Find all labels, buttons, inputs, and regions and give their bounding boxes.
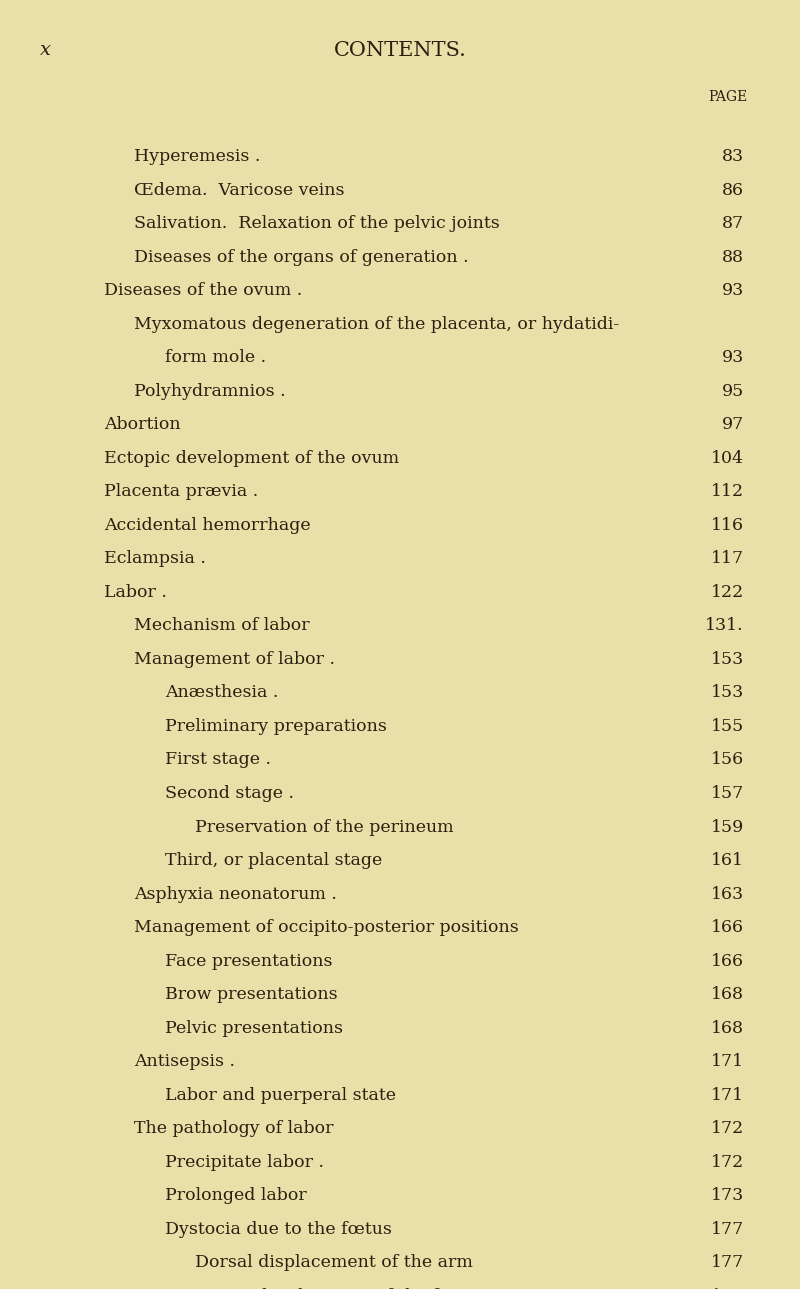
Text: 93: 93: [722, 282, 744, 299]
Text: 117: 117: [711, 550, 744, 567]
Text: 95: 95: [722, 383, 744, 400]
Text: 161: 161: [711, 852, 744, 869]
Text: PAGE: PAGE: [709, 90, 748, 104]
Text: 172: 172: [710, 1120, 744, 1137]
Text: 153: 153: [710, 684, 744, 701]
Text: 112: 112: [711, 483, 744, 500]
Text: Salivation.  Relaxation of the pelvic joints: Salivation. Relaxation of the pelvic joi…: [134, 215, 500, 232]
Text: Labor .: Labor .: [104, 584, 167, 601]
Text: Anæsthesia .: Anæsthesia .: [165, 684, 278, 701]
Text: Second stage .: Second stage .: [165, 785, 294, 802]
Text: 104: 104: [711, 450, 744, 467]
Text: 159: 159: [710, 819, 744, 835]
Text: First stage .: First stage .: [165, 751, 270, 768]
Text: Eclampsia .: Eclampsia .: [104, 550, 206, 567]
Text: Management of labor .: Management of labor .: [134, 651, 335, 668]
Text: 87: 87: [722, 215, 744, 232]
Text: Precipitate labor .: Precipitate labor .: [165, 1154, 324, 1170]
Text: 168: 168: [711, 1020, 744, 1036]
Text: 83: 83: [722, 148, 744, 165]
Text: 166: 166: [711, 919, 744, 936]
Text: CONTENTS.: CONTENTS.: [334, 41, 466, 61]
Text: Abortion: Abortion: [104, 416, 181, 433]
Text: 168: 168: [711, 986, 744, 1003]
Text: Asphyxia neonatorum .: Asphyxia neonatorum .: [134, 886, 338, 902]
Text: 86: 86: [722, 182, 744, 199]
Text: 157: 157: [710, 785, 744, 802]
Text: Mechanism of labor: Mechanism of labor: [134, 617, 310, 634]
Text: 177: 177: [710, 1221, 744, 1237]
Text: 156: 156: [711, 751, 744, 768]
Text: Prolonged labor: Prolonged labor: [165, 1187, 306, 1204]
Text: Management of occipito-posterior positions: Management of occipito-posterior positio…: [134, 919, 519, 936]
Text: 171: 171: [711, 1087, 744, 1103]
Text: 172: 172: [710, 1154, 744, 1170]
Text: Brow presentations: Brow presentations: [165, 986, 338, 1003]
Text: 166: 166: [711, 953, 744, 969]
Text: Hyperemesis .: Hyperemesis .: [134, 148, 261, 165]
Text: 163: 163: [711, 886, 744, 902]
Text: Myxomatous degeneration of the placenta, or hydatidi-: Myxomatous degeneration of the placenta,…: [134, 316, 620, 333]
Text: 153: 153: [710, 651, 744, 668]
Text: x: x: [40, 41, 51, 59]
Text: Labor and puerperal state: Labor and puerperal state: [165, 1087, 396, 1103]
Text: Ectopic development of the ovum: Ectopic development of the ovum: [104, 450, 399, 467]
Text: Dystocia due to the fœtus: Dystocia due to the fœtus: [165, 1221, 392, 1237]
Text: Dorsal displacement of the arm: Dorsal displacement of the arm: [195, 1254, 473, 1271]
Text: form mole .: form mole .: [165, 349, 266, 366]
Text: Polyhydramnios .: Polyhydramnios .: [134, 383, 286, 400]
Text: The pathology of labor: The pathology of labor: [134, 1120, 334, 1137]
Text: 155: 155: [710, 718, 744, 735]
Text: Diseases of the ovum .: Diseases of the ovum .: [104, 282, 302, 299]
Text: Accidental hemorrhage: Accidental hemorrhage: [104, 517, 310, 534]
Text: 88: 88: [722, 249, 744, 266]
Text: Antisepsis .: Antisepsis .: [134, 1053, 235, 1070]
Text: Diseases of the organs of generation .: Diseases of the organs of generation .: [134, 249, 469, 266]
Text: 93: 93: [722, 349, 744, 366]
Text: 131.: 131.: [706, 617, 744, 634]
Text: 116: 116: [711, 517, 744, 534]
Text: 171: 171: [711, 1053, 744, 1070]
Text: 97: 97: [722, 416, 744, 433]
Text: Œdema.  Varicose veins: Œdema. Varicose veins: [134, 182, 345, 199]
Text: Preservation of the perineum: Preservation of the perineum: [195, 819, 454, 835]
Text: Third, or placental stage: Third, or placental stage: [165, 852, 382, 869]
Text: Preliminary preparations: Preliminary preparations: [165, 718, 386, 735]
Text: 173: 173: [710, 1187, 744, 1204]
Text: 122: 122: [710, 584, 744, 601]
Text: Face presentations: Face presentations: [165, 953, 332, 969]
Text: Placenta prævia .: Placenta prævia .: [104, 483, 258, 500]
Text: Pelvic presentations: Pelvic presentations: [165, 1020, 343, 1036]
Text: 177: 177: [710, 1254, 744, 1271]
